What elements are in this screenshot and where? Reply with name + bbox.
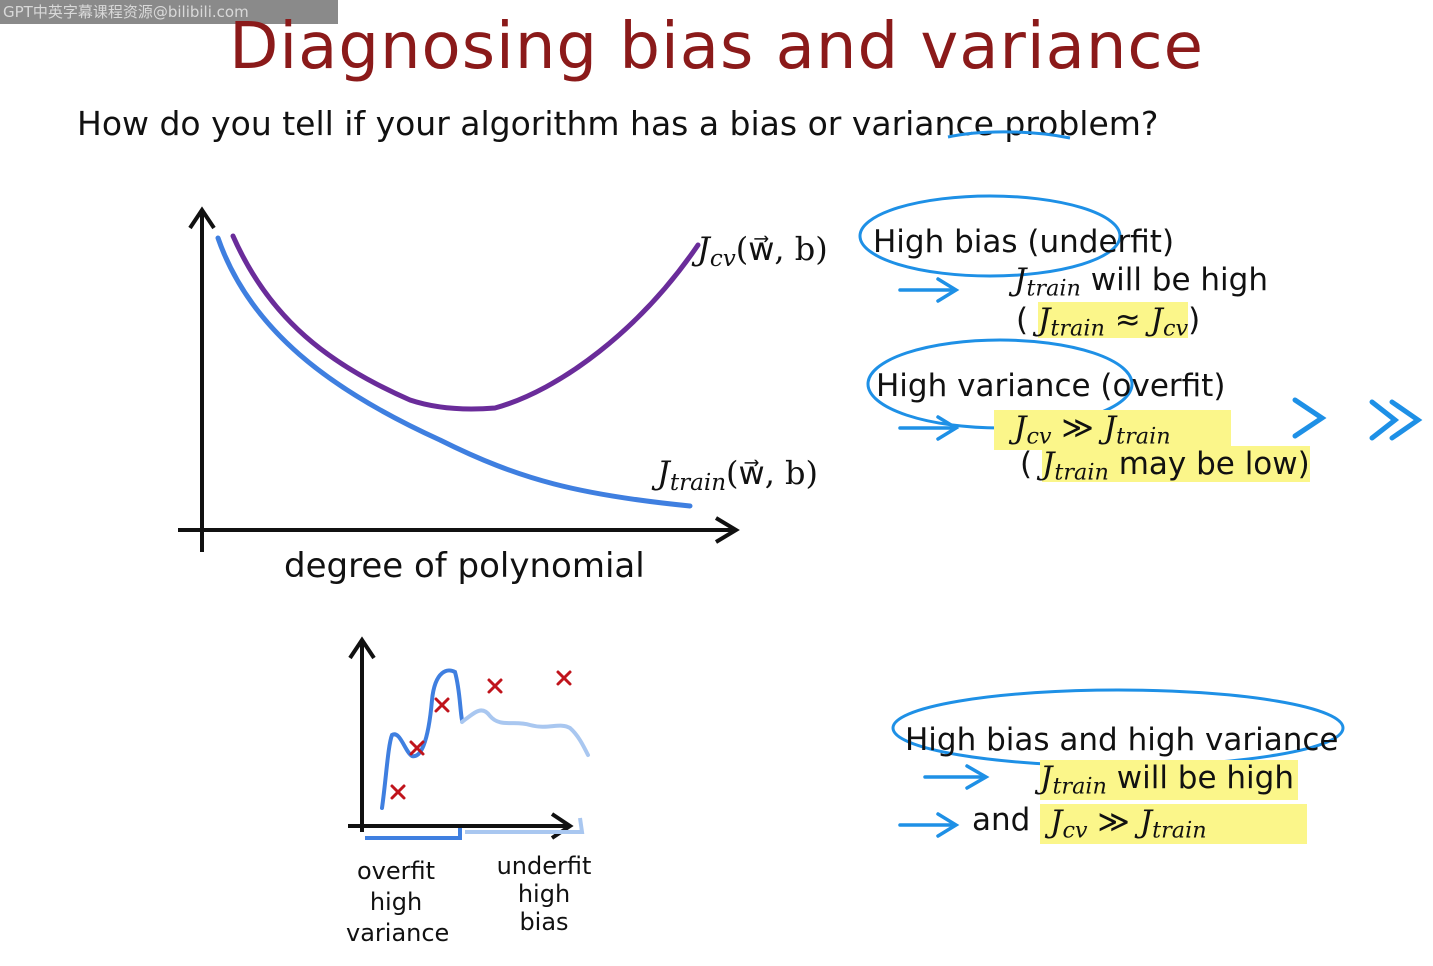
- x-axis-label: degree of polynomial: [284, 546, 645, 586]
- high-variance-line1: Jcv ≫ Jtrain: [994, 410, 1231, 450]
- jtrain-curve-label: Jtrain(w⃗, b): [657, 454, 818, 496]
- high-bias-line1: Jtrain will be high: [1014, 262, 1268, 302]
- watermark: GPT中英字幕课程资源@bilibili.com: [0, 0, 338, 24]
- both-line2-and: and: [972, 802, 1031, 838]
- high-bias-line2: ( Jtrain ≈ Jcv): [1016, 302, 1201, 342]
- main-plot-axes: [178, 206, 740, 552]
- underfit-curve: [460, 708, 590, 757]
- both-heading: High bias and high variance: [905, 722, 1339, 758]
- overfit-baseline: [365, 828, 462, 840]
- page-title: Diagnosing bias and variance: [229, 10, 1204, 84]
- underfit-baseline: [465, 817, 585, 834]
- underfit-label: underfit high bias: [496, 852, 592, 936]
- both-line2: Jcv ≫ Jtrain: [1040, 804, 1307, 844]
- high-bias-heading: High bias (underfit): [873, 224, 1175, 260]
- overfit-label: overfit high variance: [346, 857, 450, 947]
- annotation-arrows: [898, 277, 1423, 838]
- jcv-curve: [230, 233, 701, 412]
- both-line1: Jtrain will be high: [1040, 760, 1298, 800]
- high-variance-line2: ( Jtrain may be low): [1020, 446, 1310, 486]
- jtrain-curve: [215, 235, 693, 509]
- overfit-curve: [380, 668, 464, 810]
- data-points: [390, 670, 572, 800]
- highlight: Jtrain ≈ Jcv: [1037, 302, 1189, 342]
- jcv-curve-label: Jcv(w⃗, b): [697, 230, 828, 272]
- subtitle: How do you tell if your algorithm has a …: [77, 104, 1159, 143]
- highlight: Jtrain may be low): [1041, 446, 1310, 486]
- high-variance-heading: High variance (overfit): [876, 368, 1226, 404]
